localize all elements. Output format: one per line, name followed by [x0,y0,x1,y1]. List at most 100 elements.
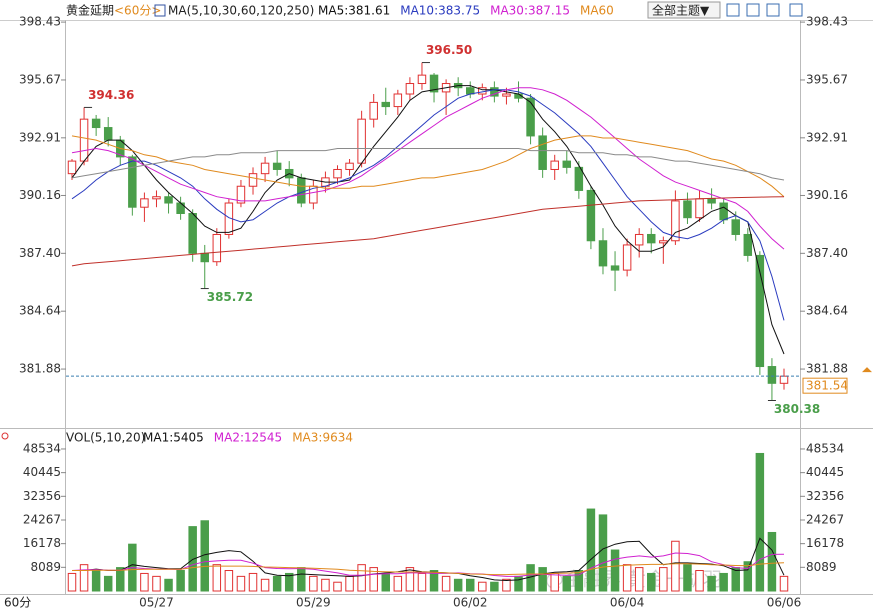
volume-bar [333,581,342,592]
annotation-low: 385.72 [207,290,253,304]
tool-icon[interactable] [746,3,760,17]
ma-line [71,87,785,250]
ma-icon[interactable] [154,4,166,17]
candle-body [743,233,753,256]
volume-bar [719,572,728,592]
candle-body [345,162,354,170]
y-tick-label: 387.40 [806,246,848,260]
candle-body [707,198,716,204]
volume-title: VOL(5,10,20) [66,431,145,445]
ma-line [71,89,785,321]
ma-line [72,562,785,576]
volume-bar [381,572,391,592]
period-button[interactable]: 60分 [4,596,31,610]
y-tick-label: 8089 [30,560,61,574]
candle-body [598,240,608,267]
candle-body [393,93,403,108]
y-tick-label: 384.64 [19,304,61,318]
volume-bar [236,575,246,592]
legend-entry: MA3:9634 [292,431,353,445]
ma-settings: MA(5,10,30,60,120,250) [168,4,314,18]
x-tick-label: 05/29 [296,596,331,610]
candle-body [490,87,499,97]
volume-bar [562,575,572,592]
tool-icon[interactable] [766,3,780,17]
tool-icon[interactable] [789,3,803,17]
candle-body [333,168,342,179]
last-price-arrow [862,367,872,373]
candle-body [67,160,77,175]
theme-button-box[interactable] [647,1,721,19]
ma-line [71,552,785,577]
volume-bar [272,575,282,592]
y-tick-label: 398.43 [806,15,848,29]
candle-body [260,162,270,175]
theme-button[interactable]: 全部主题▼ [652,3,710,18]
volume-bar [441,575,451,592]
candle-body [381,101,391,108]
y-tick-label: 395.67 [806,72,848,86]
volume-bar [634,567,644,592]
candle-body [502,93,511,97]
legend-entry: MA30:387.15 [490,4,570,18]
volume-bar [478,581,487,592]
volume-bar [671,540,680,592]
x-tick-label: 06/02 [453,596,488,610]
candle-body [526,97,535,137]
tool-icon[interactable] [726,3,740,17]
y-tick-label: 16178 [23,536,61,550]
panel-icon[interactable] [1,432,9,440]
candle-body [272,162,282,170]
volume-bar [417,572,427,592]
y-tick-label: 40445 [806,465,844,479]
y-tick-label: 32356 [806,489,844,503]
candle-body [212,233,222,263]
volume-bar [767,531,777,592]
last-price-box [802,377,848,394]
volume-bar [731,567,740,592]
volume-bar [345,575,354,592]
volume-bar [152,575,161,592]
volume-bar [622,564,632,592]
volume-bar [586,508,596,592]
volume-bar [260,578,270,592]
candle-body [538,135,547,170]
volume-bar [309,575,318,592]
volume-bar [357,564,366,592]
x-tick-label: 06/04 [610,596,645,610]
volume-bar [176,570,185,592]
volume-bar [91,570,101,592]
volume-bar [188,526,197,592]
candle-body [647,233,656,244]
candle-body [128,156,137,208]
candle-body [405,83,415,95]
y-tick-label: 390.16 [19,188,61,202]
ma-line [71,196,785,267]
candle-body [429,74,439,93]
candle-body [164,196,173,204]
candle-body [176,202,185,215]
candle-body [755,254,765,368]
volume-bar [164,578,173,592]
period-label[interactable]: <60分> [114,4,161,18]
ma-line [71,85,785,355]
y-tick-label: 381.88 [806,362,848,376]
candle-body [550,160,559,170]
y-tick-label: 387.40 [19,246,61,260]
volume-bar [212,564,222,592]
y-tick-label: 381.88 [19,362,61,376]
volume-bar [659,567,668,592]
y-tick-label: 392.91 [806,130,848,144]
volume-bar [321,578,330,592]
annotation-high: 396.50 [426,43,472,57]
volume-bar [140,572,149,592]
candle-body [622,244,632,271]
volume-bar [683,564,692,592]
candle-body [562,160,572,168]
volume-bar [297,567,306,592]
volume-bar [538,567,547,592]
legend-entry: MA60 [580,4,614,18]
candle-body [586,189,596,242]
volume-bar [490,581,499,592]
